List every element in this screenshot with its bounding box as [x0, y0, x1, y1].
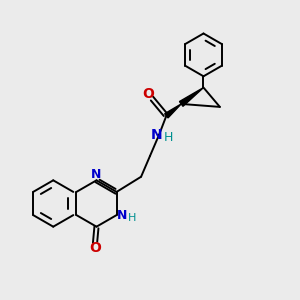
Text: N: N [151, 128, 162, 142]
Text: H: H [128, 213, 136, 223]
Polygon shape [179, 88, 203, 106]
Text: N: N [117, 208, 128, 222]
Text: O: O [142, 87, 154, 101]
Text: N: N [91, 169, 102, 182]
Polygon shape [165, 104, 181, 118]
Text: O: O [89, 242, 101, 255]
Text: H: H [164, 131, 173, 144]
